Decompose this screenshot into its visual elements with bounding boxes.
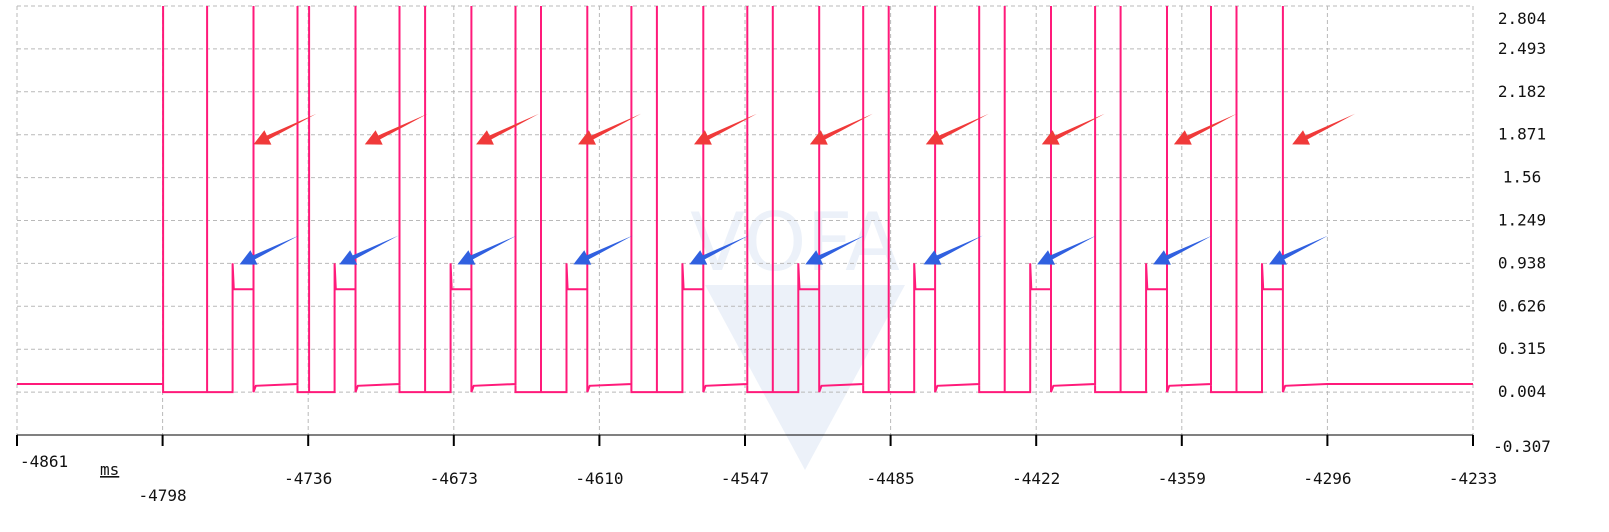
- y-tick-label: 2.804: [1498, 9, 1546, 28]
- watermark-logo: [705, 285, 905, 470]
- x-tick-label: -4610: [575, 469, 623, 488]
- x-tick-label: -4547: [721, 469, 769, 488]
- grid: [16, 5, 1474, 436]
- red-arrow: [925, 113, 989, 145]
- y-tick-label: 0.626: [1498, 296, 1546, 315]
- x-tick-label: -4485: [867, 469, 915, 488]
- red-arrow: [1173, 113, 1237, 145]
- signal-series: [17, 6, 1473, 394]
- y-tick-label: 1.56: [1503, 168, 1542, 187]
- x-axis: [16, 434, 1474, 446]
- blue-arrow: [805, 235, 865, 265]
- blue-arrow: [923, 235, 983, 265]
- red-arrow: [253, 113, 317, 145]
- x-tick-label: -4861: [20, 452, 68, 471]
- series-line-0: [17, 6, 1473, 394]
- y-tick-label: 0.938: [1498, 253, 1546, 272]
- y-tick-label: 1.249: [1498, 211, 1546, 230]
- blue-arrow: [573, 235, 633, 265]
- y-axis-labels: 2.804 2.493 2.182 1.871 1.56 1.249 0.938 0.626 0…: [1493, 9, 1551, 456]
- x-tick-label: -4233: [1449, 469, 1497, 488]
- y-tick-label: 1.871: [1498, 125, 1546, 144]
- blue-arrow: [339, 235, 399, 265]
- x-tick-label: -4798: [139, 486, 187, 505]
- blue-arrow: [1153, 235, 1213, 265]
- blue-arrow: [239, 235, 299, 265]
- annotations: [239, 113, 1356, 265]
- watermark-text: VOFA: [690, 196, 900, 289]
- blue-arrow: [1269, 235, 1329, 265]
- x-unit-label: ms: [100, 460, 119, 479]
- x-tick-label: -4736: [284, 469, 332, 488]
- x-tick-label: -4673: [430, 469, 478, 488]
- red-arrow: [809, 113, 873, 145]
- y-tick-label: 2.493: [1498, 39, 1546, 58]
- red-arrow: [1292, 113, 1356, 145]
- x-tick-label: -4359: [1158, 469, 1206, 488]
- watermark: VOFA: [690, 196, 905, 470]
- blue-arrow: [457, 235, 517, 265]
- red-arrow: [364, 113, 428, 145]
- y-tick-label: 2.182: [1498, 82, 1546, 101]
- red-arrow: [1041, 113, 1105, 145]
- blue-arrow: [689, 235, 749, 265]
- y-tick-label: 0.315: [1498, 339, 1546, 358]
- y-tick-label: 0.004: [1498, 382, 1546, 401]
- x-tick-label: -4422: [1012, 469, 1060, 488]
- x-axis-labels: -4861 -4798 -4736 -4673 -4610 -4547 -4485 -4422…: [20, 452, 1497, 505]
- red-arrow: [476, 113, 539, 145]
- red-arrow: [578, 113, 641, 145]
- blue-arrow: [1037, 235, 1097, 265]
- y-tick-label: -0.307: [1493, 437, 1551, 456]
- red-arrow: [694, 113, 757, 145]
- x-tick-label: -4296: [1303, 469, 1351, 488]
